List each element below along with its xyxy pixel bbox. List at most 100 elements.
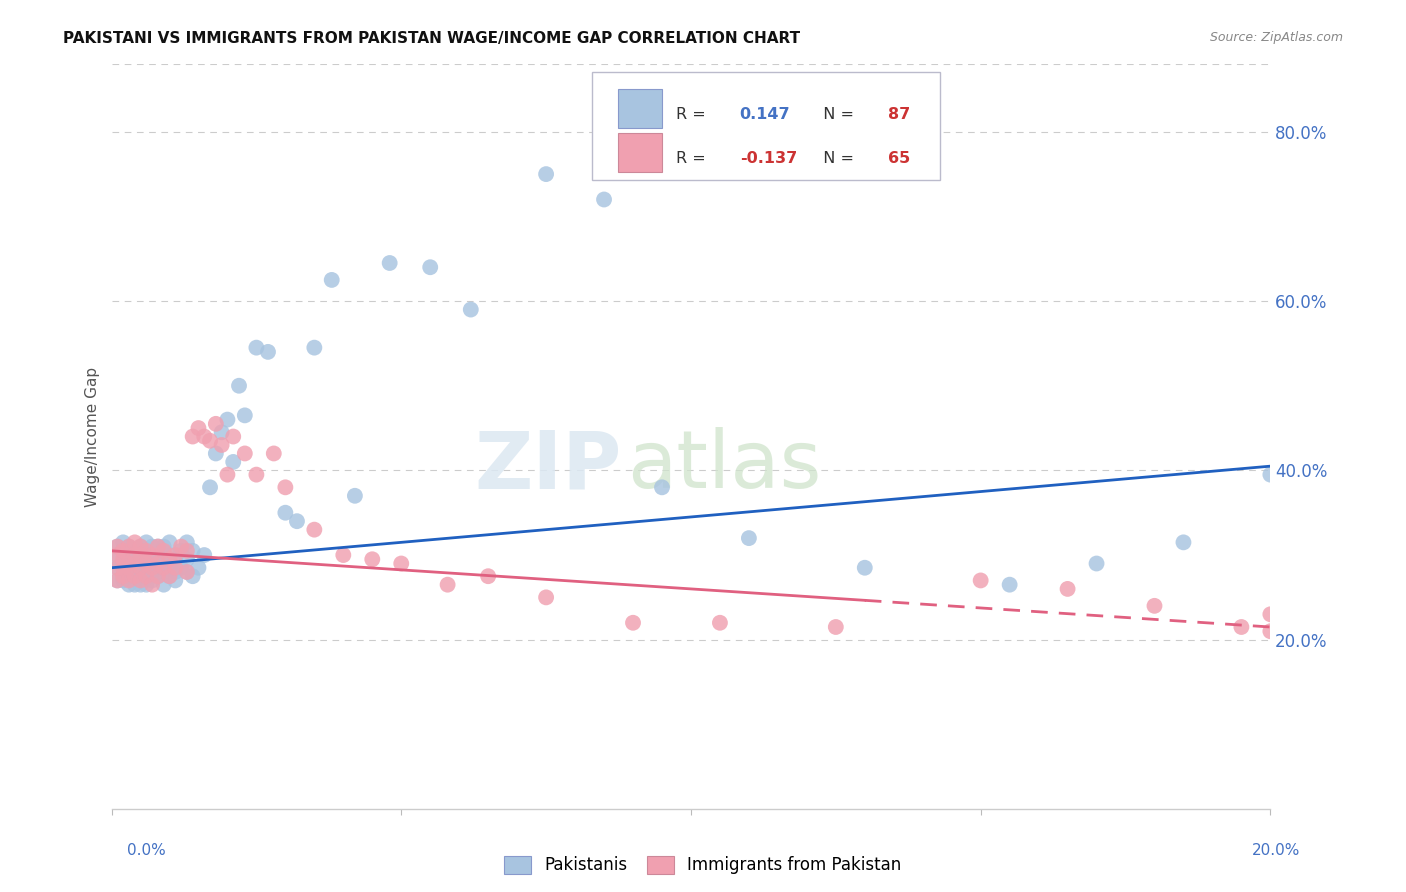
- Text: atlas: atlas: [627, 427, 821, 506]
- Point: [285, 514, 308, 528]
- Point: [112, 569, 135, 583]
- Point: [159, 569, 181, 583]
- Point: [146, 569, 169, 583]
- Point: [146, 560, 169, 574]
- Point: [165, 560, 187, 574]
- Text: 0.0%: 0.0%: [127, 843, 166, 858]
- Point: [141, 560, 163, 574]
- Point: [170, 540, 193, 554]
- Point: [389, 557, 412, 571]
- Point: [124, 535, 146, 549]
- Point: [1260, 607, 1282, 622]
- Point: [141, 548, 163, 562]
- Point: [124, 569, 146, 583]
- Point: [129, 540, 152, 554]
- Point: [460, 302, 482, 317]
- Point: [152, 552, 174, 566]
- Point: [112, 560, 135, 574]
- Point: [124, 557, 146, 571]
- Text: 65: 65: [889, 151, 910, 166]
- Point: [198, 480, 221, 494]
- Point: [124, 548, 146, 562]
- Point: [118, 548, 141, 562]
- Point: [141, 574, 163, 588]
- Point: [211, 438, 233, 452]
- Point: [135, 544, 157, 558]
- Point: [105, 540, 128, 554]
- Point: [181, 569, 204, 583]
- Point: [217, 467, 239, 482]
- Point: [159, 535, 181, 549]
- Point: [1085, 557, 1108, 571]
- Point: [141, 548, 163, 562]
- Point: [1230, 620, 1253, 634]
- Point: [176, 535, 198, 549]
- Point: [105, 560, 128, 574]
- Point: [112, 544, 135, 558]
- Point: [165, 548, 187, 562]
- Point: [129, 552, 152, 566]
- Point: [146, 548, 169, 562]
- Point: [129, 540, 152, 554]
- Point: [621, 615, 644, 630]
- Point: [534, 167, 557, 181]
- Point: [118, 560, 141, 574]
- Point: [105, 540, 128, 554]
- Point: [274, 506, 297, 520]
- Point: [205, 417, 228, 431]
- Point: [146, 569, 169, 583]
- Point: [146, 540, 169, 554]
- Text: R =: R =: [676, 151, 711, 166]
- Text: 0.147: 0.147: [740, 107, 790, 122]
- Point: [304, 341, 326, 355]
- Point: [118, 577, 141, 591]
- Point: [118, 560, 141, 574]
- Text: N =: N =: [813, 107, 859, 122]
- Point: [159, 552, 181, 566]
- Point: [651, 480, 673, 494]
- Point: [245, 341, 267, 355]
- Point: [824, 620, 846, 634]
- Point: [165, 565, 187, 579]
- Point: [170, 544, 193, 558]
- Text: Source: ZipAtlas.com: Source: ZipAtlas.com: [1209, 31, 1343, 45]
- Point: [1260, 467, 1282, 482]
- Point: [332, 548, 354, 562]
- Point: [193, 429, 215, 443]
- Point: [165, 574, 187, 588]
- Point: [141, 540, 163, 554]
- Point: [118, 552, 141, 566]
- Point: [135, 557, 157, 571]
- Point: [124, 577, 146, 591]
- Point: [124, 544, 146, 558]
- Point: [129, 548, 152, 562]
- Point: [257, 344, 280, 359]
- FancyBboxPatch shape: [619, 89, 662, 128]
- Point: [228, 378, 250, 392]
- Point: [233, 409, 256, 423]
- Y-axis label: Wage/Income Gap: Wage/Income Gap: [86, 367, 100, 507]
- Point: [118, 557, 141, 571]
- Point: [124, 560, 146, 574]
- Point: [129, 574, 152, 588]
- Point: [152, 565, 174, 579]
- Point: [112, 574, 135, 588]
- Point: [118, 574, 141, 588]
- Point: [118, 565, 141, 579]
- Point: [361, 552, 384, 566]
- Point: [233, 446, 256, 460]
- Point: [141, 552, 163, 566]
- Legend: Pakistanis, Immigrants from Pakistan: Pakistanis, Immigrants from Pakistan: [499, 851, 907, 880]
- Point: [477, 569, 499, 583]
- Point: [343, 489, 366, 503]
- Point: [170, 560, 193, 574]
- Point: [969, 574, 991, 588]
- Point: [152, 540, 174, 554]
- Point: [152, 560, 174, 574]
- Point: [124, 548, 146, 562]
- Point: [176, 544, 198, 558]
- Point: [419, 260, 441, 275]
- FancyBboxPatch shape: [592, 71, 941, 179]
- Text: 20.0%: 20.0%: [1253, 843, 1301, 858]
- Point: [112, 552, 135, 566]
